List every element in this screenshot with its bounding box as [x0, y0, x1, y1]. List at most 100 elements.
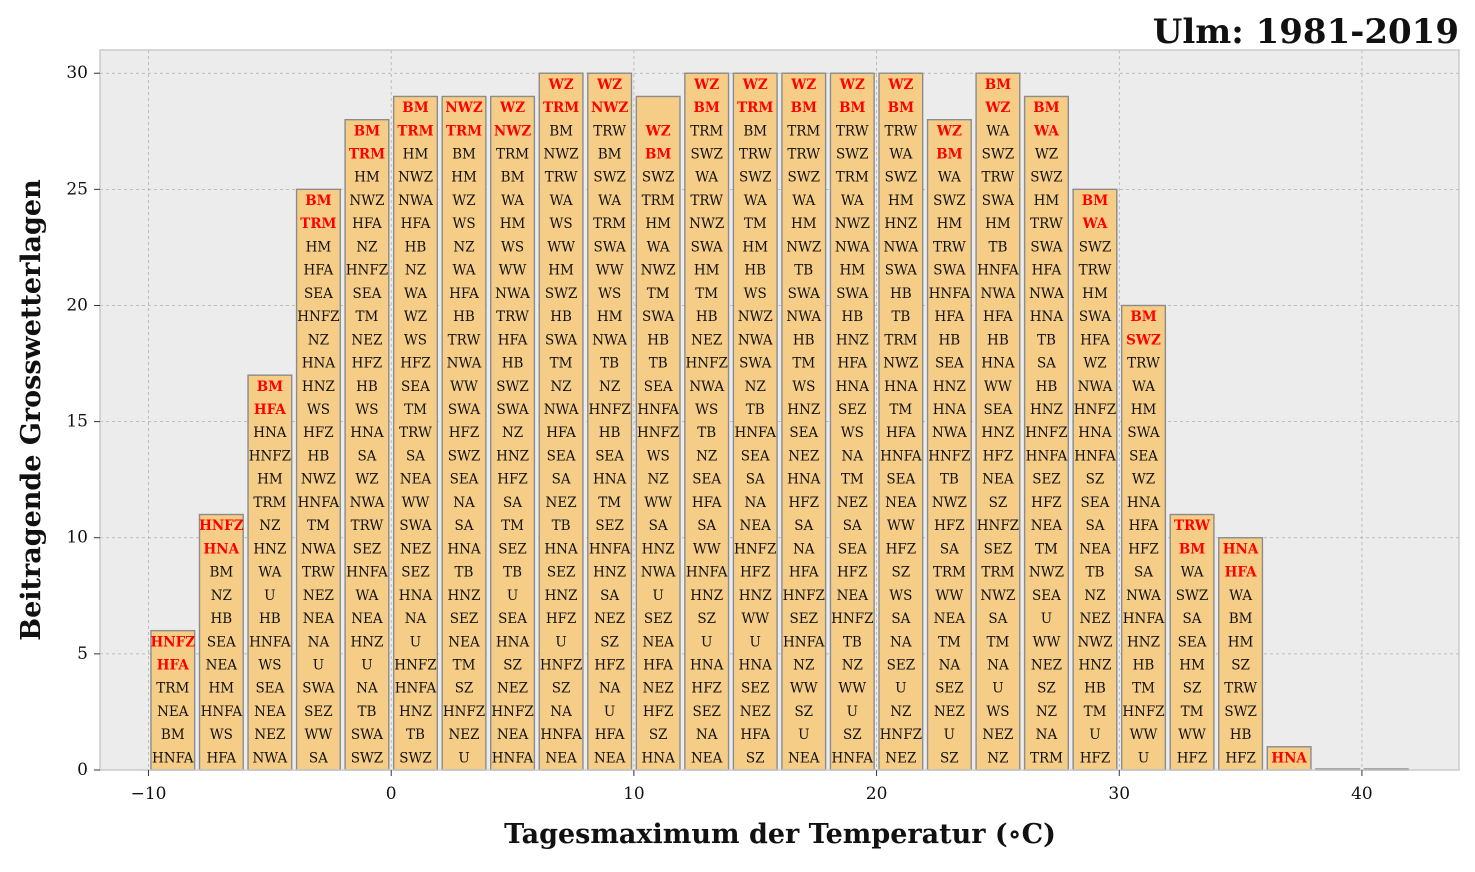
- weather-type-label: SEA: [983, 402, 1012, 418]
- weather-type-label: HNA: [1271, 750, 1307, 766]
- weather-type-label: HNFA: [637, 402, 679, 418]
- weather-type-label: TM: [356, 309, 379, 325]
- weather-type-label: HNFZ: [1074, 402, 1116, 418]
- weather-type-label: HNFA: [977, 263, 1019, 279]
- weather-type-label: NEZ: [982, 727, 1013, 743]
- weather-type-label: SWZ: [788, 170, 821, 186]
- weather-type-label: WA: [1132, 379, 1155, 395]
- weather-type-label: HNFA: [734, 425, 776, 441]
- weather-type-label: HB: [890, 286, 912, 302]
- weather-type-label: HNFZ: [977, 518, 1019, 534]
- weather-type-label: WW: [644, 495, 672, 511]
- weather-type-label: TB: [1086, 565, 1105, 581]
- weather-type-label: BM: [1130, 309, 1156, 325]
- weather-type-label: NEZ: [885, 750, 916, 766]
- weather-type-label: WW: [596, 263, 624, 279]
- weather-type-label: TRM: [253, 495, 286, 511]
- weather-type-label: SZ: [649, 727, 668, 743]
- weather-type-label: TRW: [448, 332, 481, 348]
- weather-type-label: U: [798, 727, 809, 743]
- weather-type-label: SA: [309, 750, 328, 766]
- x-tick-label: 10: [623, 784, 645, 804]
- weather-type-label: HNA: [1078, 425, 1112, 441]
- weather-type-label: TRW: [884, 123, 917, 139]
- bar: [1169, 513, 1215, 771]
- weather-type-label: NEZ: [546, 495, 577, 511]
- weather-type-label: U: [1041, 611, 1052, 627]
- bar: [732, 72, 778, 771]
- weather-type-label: HNFZ: [783, 588, 825, 604]
- weather-type-label: SA: [1037, 356, 1056, 372]
- weather-type-label: NEA: [254, 704, 286, 720]
- bar: [781, 72, 827, 771]
- weather-type-label: SZ: [552, 681, 571, 697]
- weather-type-label: HNZ: [350, 634, 383, 650]
- weather-type-label: NEA: [448, 634, 480, 650]
- weather-type-label: WW: [1130, 727, 1158, 743]
- weather-type-label: NEZ: [643, 681, 674, 697]
- weather-type-label: TRW: [545, 170, 578, 186]
- weather-type-label: SWZ: [1079, 239, 1112, 255]
- weather-type-label: SEA: [644, 379, 673, 395]
- weather-type-label: TM: [598, 495, 621, 511]
- weather-type-label: NEA: [934, 611, 966, 627]
- weather-type-label: WA: [1229, 588, 1252, 604]
- weather-type-label: BM: [791, 100, 817, 116]
- weather-type-label: TRM: [981, 565, 1014, 581]
- bar: [684, 72, 730, 771]
- weather-type-label: NEZ: [1031, 657, 1062, 673]
- weather-type-label: SWA: [739, 356, 771, 372]
- x-tick-label: 40: [1351, 784, 1373, 804]
- weather-type-label: HNA: [544, 541, 578, 557]
- weather-type-label: NWZ: [349, 193, 384, 209]
- weather-type-label: TB: [891, 309, 910, 325]
- weather-type-label: HNFZ: [394, 657, 436, 673]
- weather-type-label: WS: [744, 286, 767, 302]
- weather-type-label: SA: [406, 448, 425, 464]
- weather-type-label: HFZ: [1128, 541, 1159, 557]
- weather-type-label: SEZ: [984, 541, 1012, 557]
- weather-type-label: TRM: [397, 123, 433, 139]
- weather-type-label: TB: [552, 518, 571, 534]
- weather-type-label: WZ: [452, 193, 475, 209]
- weather-type-label: HNZ: [545, 588, 578, 604]
- weather-type-label: SWA: [1079, 309, 1111, 325]
- weather-type-label: NWZ: [301, 472, 336, 488]
- weather-type-label: NWA: [883, 239, 918, 255]
- weather-type-label: SWA: [496, 402, 528, 418]
- weather-type-label: TM: [1035, 541, 1058, 557]
- weather-type-label: WW: [693, 541, 721, 557]
- weather-type-label: SWA: [594, 239, 626, 255]
- weather-type-label: HM: [985, 216, 1011, 232]
- weather-type-label: NWA: [786, 309, 821, 325]
- weather-type-label: WA: [841, 193, 864, 209]
- weather-type-label: NEZ: [1079, 611, 1110, 627]
- weather-type-label: HFZ: [352, 356, 383, 372]
- weather-type-label: TB: [697, 425, 716, 441]
- weather-type-label: WZ: [936, 123, 962, 139]
- weather-type-label: HFA: [692, 495, 722, 511]
- weather-type-label: SEZ: [498, 541, 526, 557]
- weather-type-label: HNZ: [836, 332, 869, 348]
- weather-type-label: HNZ: [739, 588, 772, 604]
- weather-type-label: TRM: [156, 681, 189, 697]
- weather-type-label: HB: [1133, 657, 1155, 673]
- weather-type-label: WS: [986, 704, 1009, 720]
- weather-type-label: TRM: [1030, 750, 1063, 766]
- weather-type-label: NWA: [495, 286, 530, 302]
- weather-type-label: HFA: [157, 657, 190, 673]
- weather-type-label: NEA: [642, 634, 674, 650]
- weather-type-label: SEA: [789, 425, 818, 441]
- weather-type-label: HB: [356, 379, 378, 395]
- weather-type-label: HB: [550, 309, 572, 325]
- weather-type-label: WZ: [1035, 147, 1058, 163]
- weather-type-label: HM: [742, 239, 768, 255]
- weather-type-label: U: [410, 634, 421, 650]
- weather-type-label: NZ: [1036, 704, 1057, 720]
- weather-type-label: SWZ: [1030, 170, 1063, 186]
- weather-type-label: NZ: [793, 657, 814, 673]
- weather-type-label: HFA: [935, 309, 965, 325]
- weather-type-label: HNA: [447, 541, 481, 557]
- weather-type-label: NEZ: [594, 611, 625, 627]
